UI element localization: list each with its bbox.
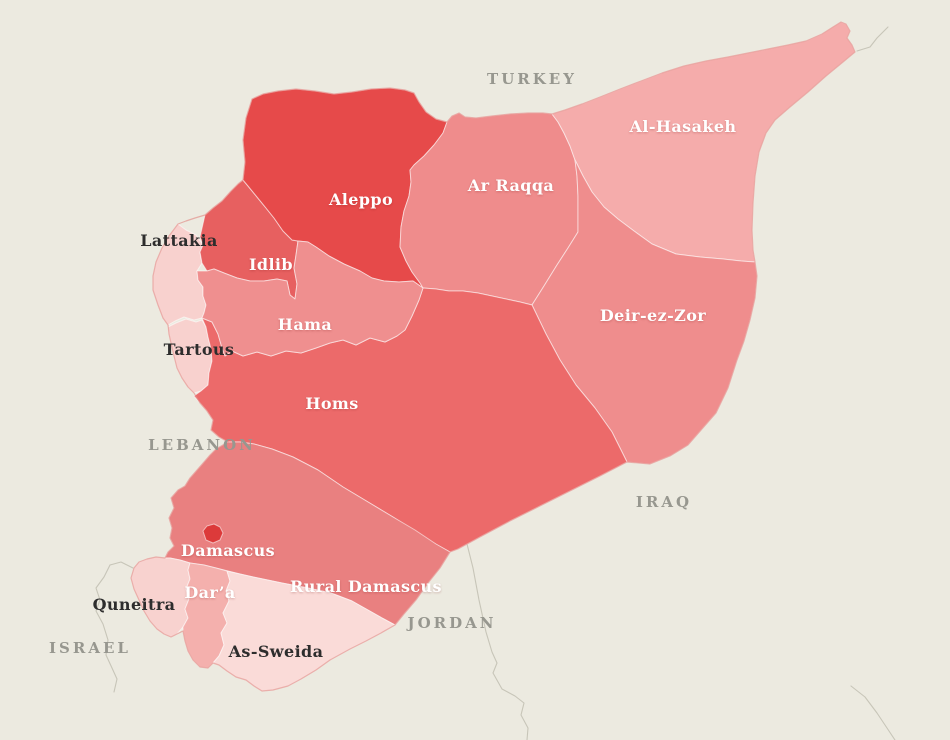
region-damascus[interactable] <box>202 523 224 544</box>
country-border-turkey-iraq <box>856 26 889 52</box>
country-border-israel-jordan <box>95 561 134 693</box>
country-border-iraq-south <box>850 685 896 740</box>
